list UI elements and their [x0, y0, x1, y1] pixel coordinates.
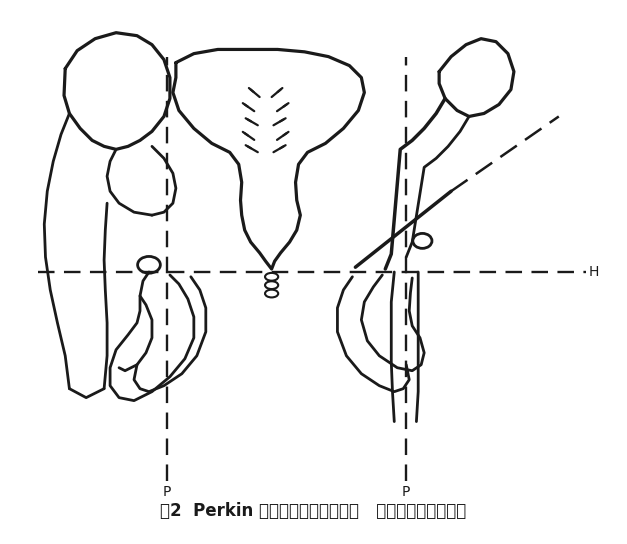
Text: H: H	[589, 265, 599, 279]
Text: P: P	[402, 485, 411, 499]
Text: P: P	[163, 485, 171, 499]
Text: 图2  Perkin 象限、髋臼指数示意图   右侧正常，左侧脱位: 图2 Perkin 象限、髋臼指数示意图 右侧正常，左侧脱位	[161, 502, 466, 520]
